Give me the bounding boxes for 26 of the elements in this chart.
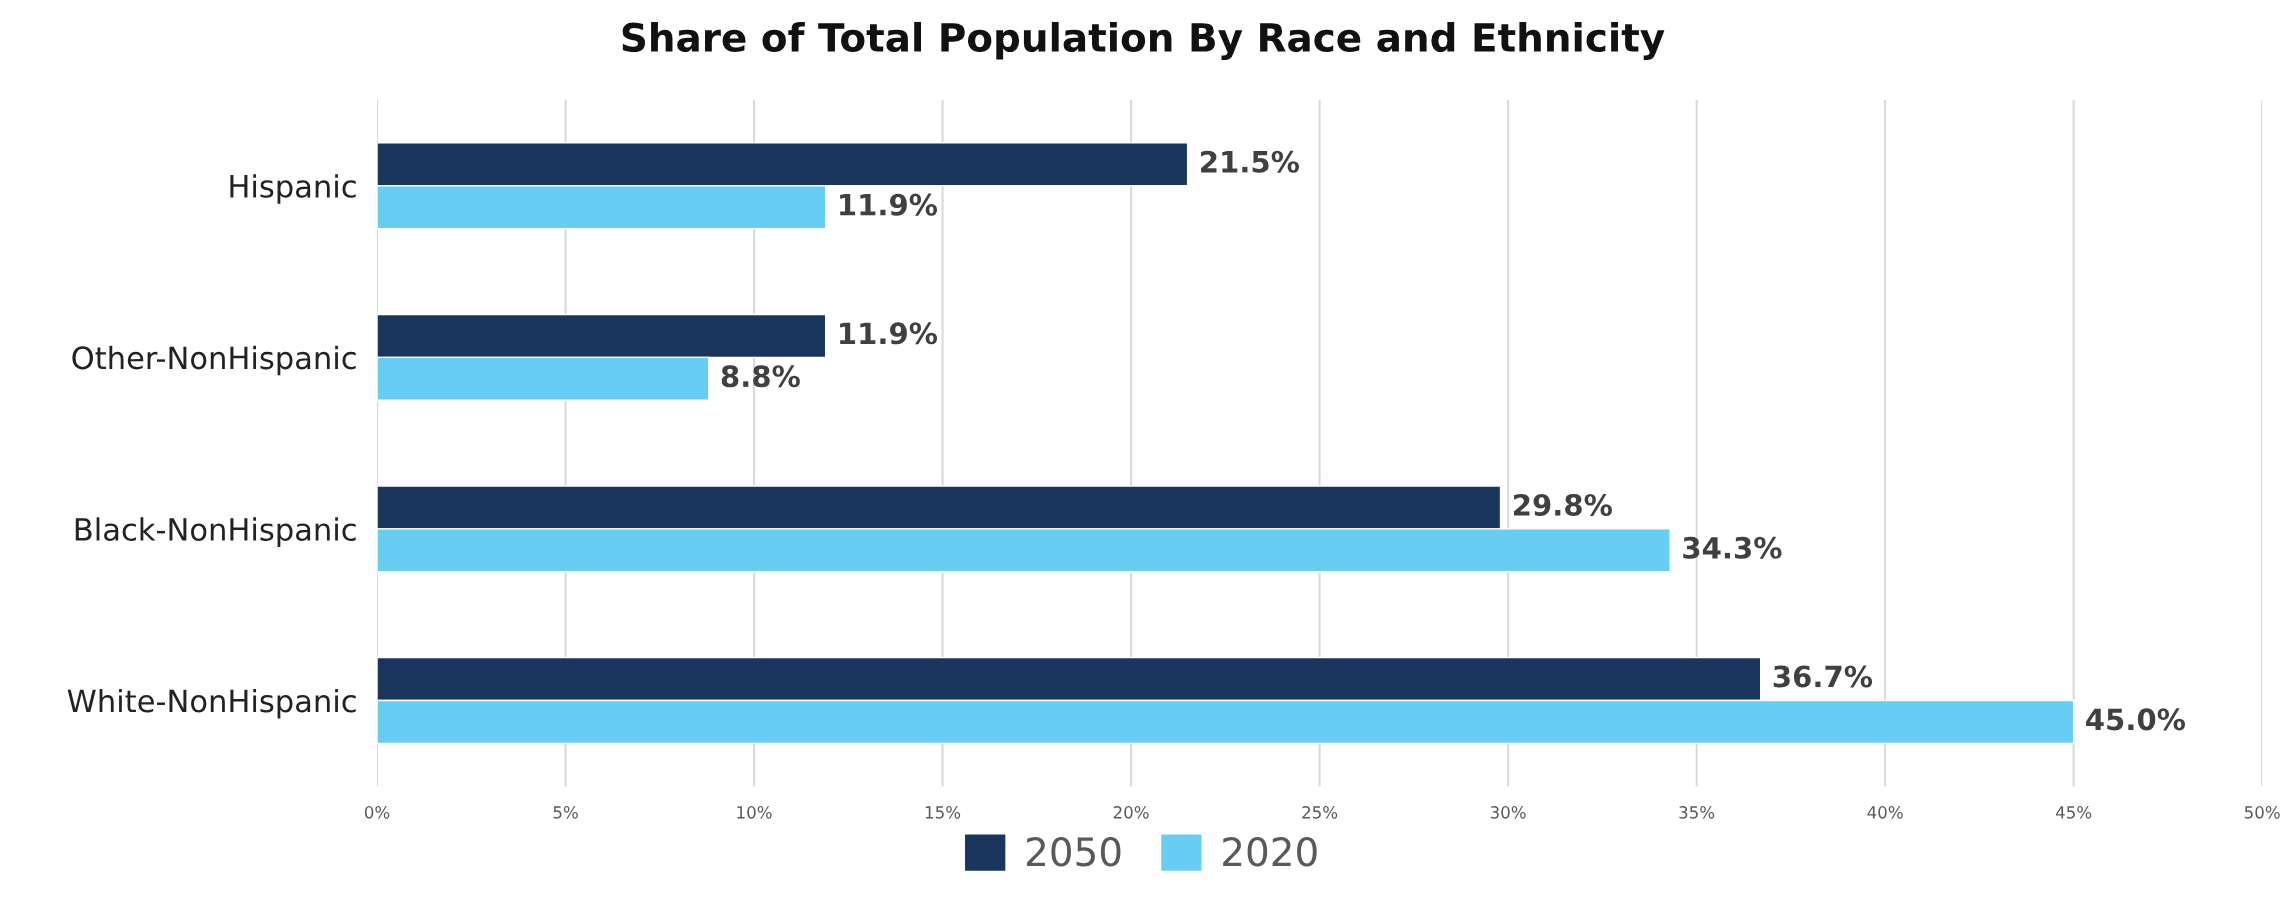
x-tick-label: 15% xyxy=(925,806,961,819)
x-tick-label: 35% xyxy=(1679,806,1715,819)
data-label: 34.3% xyxy=(1683,536,1782,559)
y-tick-label: White-NonHispanic xyxy=(67,688,356,719)
data-label: 8.8% xyxy=(721,365,800,388)
data-label: 21.5% xyxy=(1201,150,1299,173)
y-tick-label: Hispanic xyxy=(230,174,356,204)
x-tick-label: 10% xyxy=(737,806,772,819)
y-tick-label: Black-NonHispanic xyxy=(75,517,356,547)
x-tick-label: 0% xyxy=(364,806,390,819)
data-label: 36.7% xyxy=(1773,665,1873,688)
x-tick-label: 25% xyxy=(1302,806,1338,819)
legend-label: 2050 xyxy=(1026,837,1121,867)
legend-label: 2020 xyxy=(1223,837,1317,867)
x-tick-label: 5% xyxy=(553,806,578,819)
data-label: 11.9% xyxy=(840,322,938,345)
x-tick-label: 45% xyxy=(2055,806,2092,819)
y-tick-label: Other-NonHispanic xyxy=(72,345,356,376)
data-label: 11.9% xyxy=(840,193,938,216)
x-tick-label: 40% xyxy=(1867,806,1903,819)
data-label: 45.0% xyxy=(2086,708,2186,731)
chart-title: Share of Total Population By Race and Ethnicity xyxy=(622,21,1665,60)
x-tick-label: 50% xyxy=(2244,806,2280,819)
x-tick-label: 20% xyxy=(1113,806,1149,819)
data-label: 29.8% xyxy=(1513,493,1612,516)
x-tick-label: 30% xyxy=(1490,806,1526,819)
